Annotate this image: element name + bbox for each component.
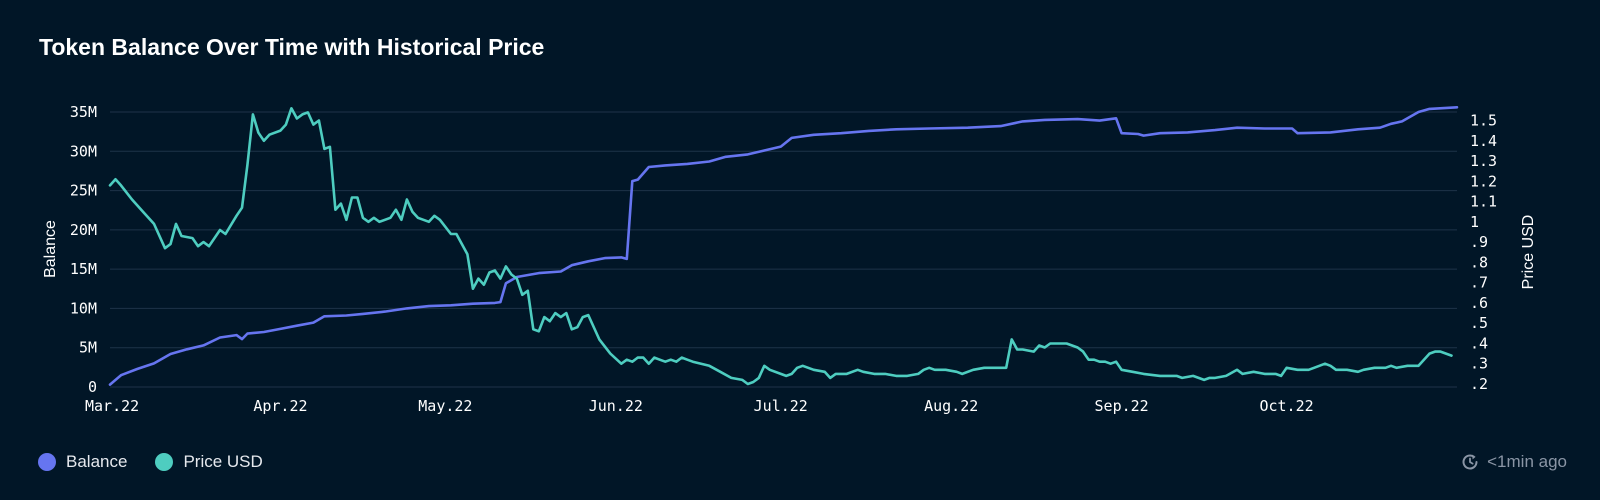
y-tick-label: 0 [88,378,97,396]
x-tick-label: Jun.22 [589,397,643,415]
y2-tick-label: 1.4 [1470,132,1497,150]
y-tick-label: 15M [70,260,97,278]
line-chart: 0 5M 10M 15M 20M 25M 30M 35M .2 .3 .4 .5 .6 .7 .8 .9 1 1.… [42,103,1537,415]
x-tick-label: Aug.22 [924,397,978,415]
x-tick-label: Sep.22 [1095,397,1149,415]
legend-item-price[interactable]: Price USD [155,452,263,472]
y2-tick-label: .2 [1470,375,1488,393]
legend-item-balance[interactable]: Balance [38,452,127,472]
legend-swatch-price [155,453,174,471]
y2-tick-label: 1.5 [1470,112,1497,130]
y2-tick-label: 1.2 [1470,172,1497,190]
y2-tick-label: .4 [1470,334,1488,352]
last-updated: <1min ago [1460,452,1567,472]
legend-label-balance: Balance [66,452,128,471]
x-tick-label: Mar.22 [85,397,139,415]
last-updated-text: <1min ago [1487,452,1567,471]
x-tick-label: Jul.22 [754,397,808,415]
y-tick-label: 5M [79,339,97,357]
legend-swatch-balance [38,453,56,471]
x-tick-label: Oct.22 [1259,397,1313,415]
y2-tick-label: .9 [1470,233,1488,251]
y-tick-label: 30M [70,142,97,160]
y2-tick-label: 1.3 [1470,152,1497,170]
y2-tick-label: 1 [1470,213,1479,231]
y2-tick-label: 1.1 [1470,193,1497,211]
y2-axis-title: Price USD [1520,215,1537,290]
y2-tick-label: .5 [1470,314,1488,332]
y2-tick-label: .8 [1470,253,1488,271]
legend-label-price: Price USD [183,452,263,471]
y-tick-label: 20M [70,221,97,239]
y2-tick-label: .7 [1470,274,1488,292]
y-tick-label: 10M [70,299,97,317]
chart-title: Token Balance Over Time with Historical … [39,34,545,60]
legend: Balance Price USD [38,452,263,472]
series-line-price [108,107,1453,386]
series-line-balance [108,106,1459,386]
x-tick-label: Apr.22 [253,397,307,415]
y-axis-title: Balance [42,220,59,278]
y-tick-label: 25M [70,182,97,200]
y-tick-label: 35M [70,103,97,121]
y2-tick-label: .3 [1470,355,1488,373]
x-tick-label: May.22 [418,397,472,415]
y2-tick-label: .6 [1470,294,1488,312]
refresh-clock-icon[interactable] [1460,452,1480,472]
